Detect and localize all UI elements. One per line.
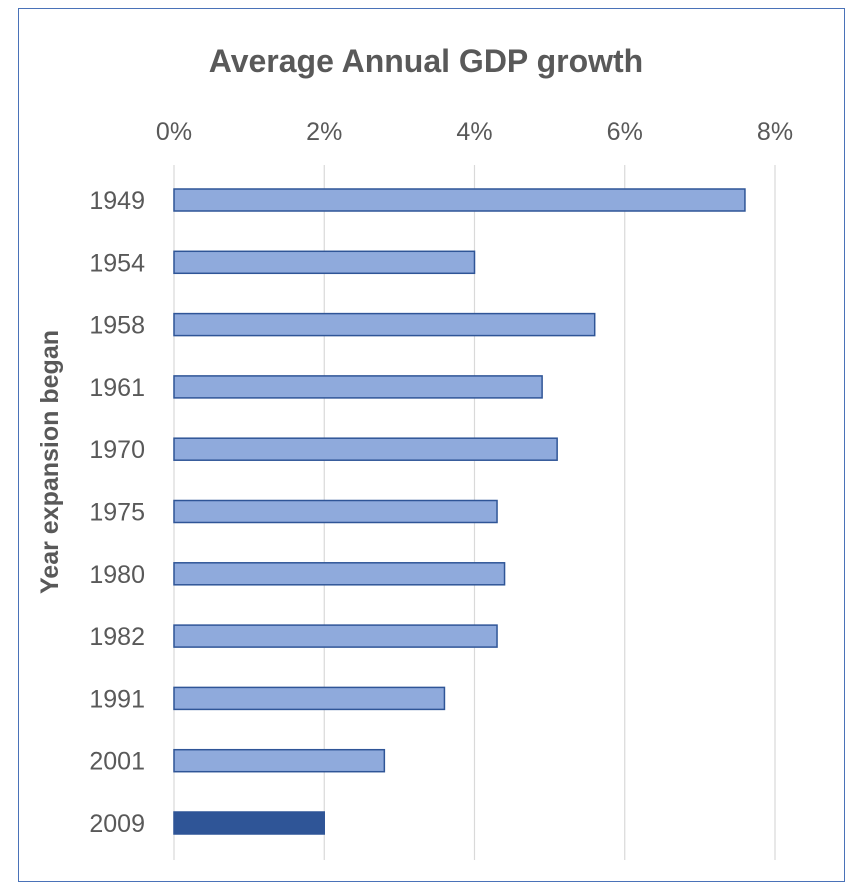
y-tick-label: 1961 [89, 374, 145, 402]
bar-1970 [173, 437, 558, 461]
bar-1949 [173, 188, 746, 212]
bar-1958 [173, 312, 596, 337]
x-tick-label: 0% [156, 118, 192, 146]
x-tick-label: 8% [757, 118, 793, 146]
y-tick-label: 1975 [89, 499, 145, 527]
y-tick-label: 2009 [89, 810, 145, 838]
y-axis-label: Year expansion began [36, 330, 64, 594]
x-axis-ticks: 0% 2% 4% 6% 8% [156, 118, 793, 146]
bars [173, 188, 746, 835]
y-tick-label: 1949 [89, 187, 145, 215]
bar-1954 [173, 250, 476, 275]
y-tick-label: 2001 [89, 748, 145, 776]
y-tick-label: 1991 [89, 685, 145, 713]
bar-2009 [173, 811, 325, 835]
bar-1980 [173, 562, 506, 586]
bar-2001 [173, 748, 386, 773]
chart-title: Average Annual GDP growth [209, 43, 643, 79]
y-tick-label: 1980 [89, 561, 145, 589]
y-tick-label: 1954 [89, 249, 145, 277]
x-tick-label: 2% [306, 118, 342, 146]
y-axis-ticks: 1949 1954 1958 1961 1970 1975 1980 1982 1991 2001… [89, 187, 145, 838]
y-tick-label: 1982 [89, 623, 145, 651]
x-tick-label: 6% [607, 118, 643, 146]
y-tick-label: 1958 [89, 312, 145, 340]
bar-1991 [173, 686, 446, 711]
y-tick-label: 1970 [89, 436, 145, 464]
x-tick-label: 4% [456, 118, 492, 146]
bar-1975 [173, 499, 498, 524]
bar-1982 [173, 624, 498, 648]
bar-1961 [173, 375, 543, 399]
